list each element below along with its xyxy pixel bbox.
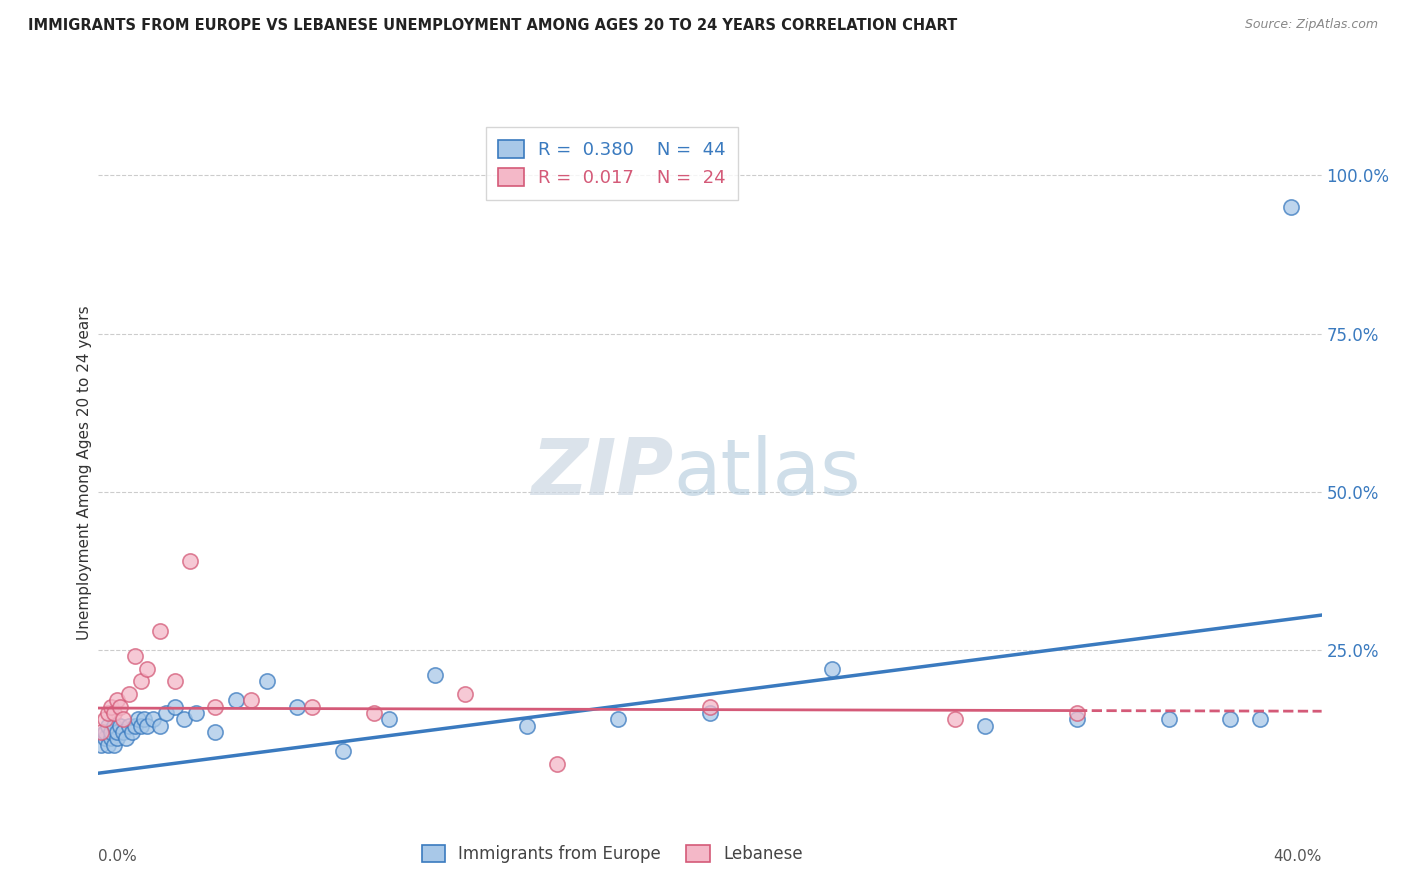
Point [90, 738, 112, 752]
Point [163, 674, 186, 689]
Point [108, 699, 131, 714]
Point [546, 756, 568, 771]
Text: 0.0%: 0.0% [98, 849, 138, 864]
Text: ZIP: ZIP [531, 434, 673, 511]
Text: Source: ZipAtlas.com: Source: ZipAtlas.com [1244, 18, 1378, 31]
Point [103, 706, 125, 720]
Point [1279, 200, 1302, 214]
Point [301, 699, 323, 714]
Point [179, 554, 201, 568]
Point [100, 725, 122, 739]
Point [93, 731, 115, 746]
Point [100, 699, 122, 714]
Point [1219, 713, 1241, 727]
Point [124, 649, 146, 664]
Point [173, 713, 195, 727]
Point [1249, 713, 1271, 727]
Point [155, 706, 177, 720]
Point [105, 693, 128, 707]
Point [121, 725, 143, 739]
Point [256, 674, 278, 689]
Point [607, 713, 630, 727]
Point [516, 719, 538, 733]
Point [127, 713, 149, 727]
Point [821, 662, 844, 676]
Point [142, 713, 165, 727]
Point [1066, 713, 1088, 727]
Point [136, 719, 159, 733]
Point [363, 706, 385, 720]
Point [97, 706, 120, 720]
Point [124, 719, 146, 733]
Point [285, 699, 308, 714]
Point [204, 699, 226, 714]
Point [699, 706, 721, 720]
Point [149, 624, 172, 638]
Point [118, 719, 141, 733]
Point [186, 706, 208, 720]
Point [943, 713, 966, 727]
Point [93, 713, 115, 727]
Point [103, 719, 125, 733]
Text: IMMIGRANTS FROM EUROPE VS LEBANESE UNEMPLOYMENT AMONG AGES 20 TO 24 YEARS CORREL: IMMIGRANTS FROM EUROPE VS LEBANESE UNEMP… [28, 18, 957, 33]
Point [454, 687, 477, 701]
Point [204, 725, 226, 739]
Point [100, 731, 122, 746]
Point [103, 738, 125, 752]
Point [974, 719, 997, 733]
Point [129, 674, 152, 689]
Point [1157, 713, 1180, 727]
Point [225, 693, 247, 707]
Point [163, 699, 186, 714]
Y-axis label: Unemployment Among Ages 20 to 24 years: Unemployment Among Ages 20 to 24 years [77, 305, 91, 640]
Text: 40.0%: 40.0% [1274, 849, 1322, 864]
Point [699, 699, 721, 714]
Point [97, 719, 120, 733]
Point [332, 744, 354, 758]
Point [118, 687, 141, 701]
Point [111, 725, 134, 739]
Point [111, 713, 134, 727]
Point [240, 693, 263, 707]
Point [105, 731, 128, 746]
Point [93, 725, 115, 739]
Point [1066, 706, 1088, 720]
Point [423, 668, 446, 682]
Point [378, 713, 401, 727]
Point [115, 731, 138, 746]
Point [97, 738, 120, 752]
Legend: Immigrants from Europe, Lebanese: Immigrants from Europe, Lebanese [413, 837, 811, 871]
Point [90, 725, 112, 739]
Text: atlas: atlas [673, 434, 860, 511]
Point [134, 713, 156, 727]
Point [149, 719, 172, 733]
Point [105, 725, 128, 739]
Point [129, 719, 152, 733]
Point [136, 662, 159, 676]
Point [108, 719, 131, 733]
